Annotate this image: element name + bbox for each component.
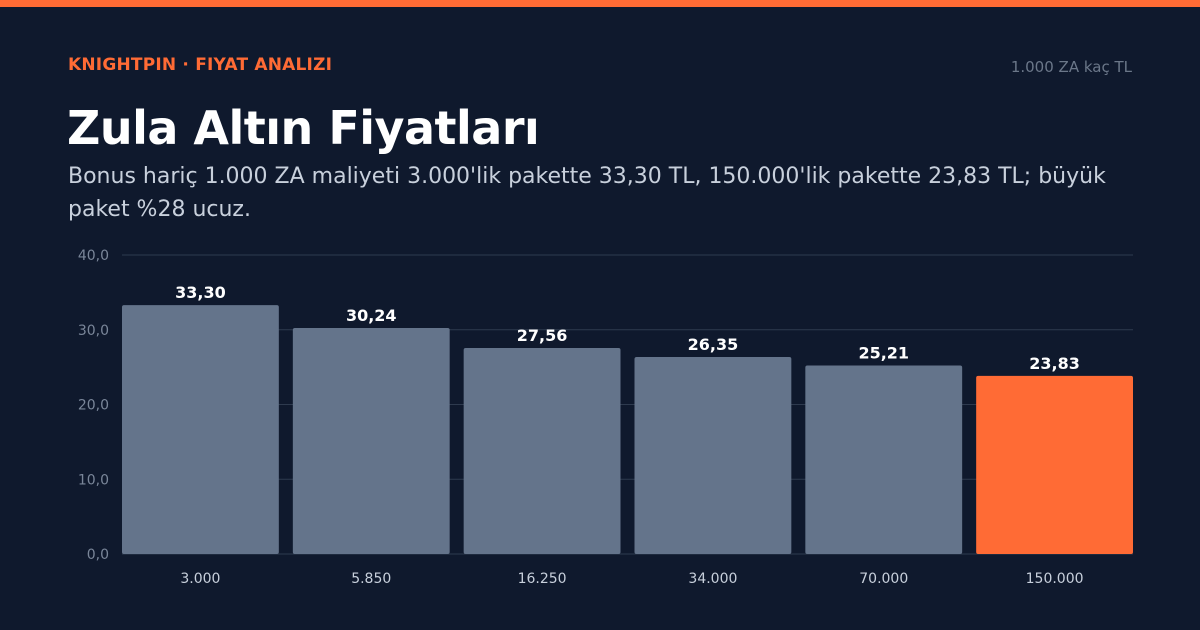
y-tick-label: 30,0: [78, 323, 109, 339]
y-tick-label: 0,0: [87, 547, 109, 563]
bar: [122, 305, 279, 554]
bar-value-label: 25,21: [858, 344, 909, 363]
top-accent-bar: [0, 0, 1200, 7]
bar-value-label: 33,30: [175, 283, 226, 302]
x-tick-label: 150.000: [1026, 571, 1084, 587]
bar: [805, 365, 963, 554]
bar-value-label: 30,24: [346, 306, 397, 325]
x-tick-label: 70.000: [859, 571, 908, 587]
bar: [463, 347, 621, 554]
bar-value-label: 26,35: [688, 335, 739, 354]
bar-value-label: 27,56: [517, 326, 568, 345]
page-title: Zula Altın Fiyatları: [67, 101, 540, 155]
corner-note: 1.000 ZA kaç TL: [1010, 58, 1132, 76]
y-tick-label: 40,0: [78, 248, 109, 264]
x-tick-label: 5.850: [351, 571, 391, 587]
bar: [292, 327, 450, 554]
x-tick-label: 16.250: [518, 571, 567, 587]
y-tick-label: 20,0: [78, 398, 109, 414]
page-subtitle: Bonus hariç 1.000 ZA maliyeti 3.000'lik …: [68, 164, 1106, 222]
bar: [976, 375, 1133, 554]
x-tick-label: 3.000: [180, 571, 220, 587]
y-tick-label: 10,0: [78, 472, 109, 488]
brand-label: KNIGHTPIN · FIYAT ANALIZI: [68, 55, 333, 75]
bar-value-label: 23,83: [1029, 354, 1080, 373]
x-tick-label: 34.000: [688, 571, 737, 587]
bar: [634, 357, 792, 554]
